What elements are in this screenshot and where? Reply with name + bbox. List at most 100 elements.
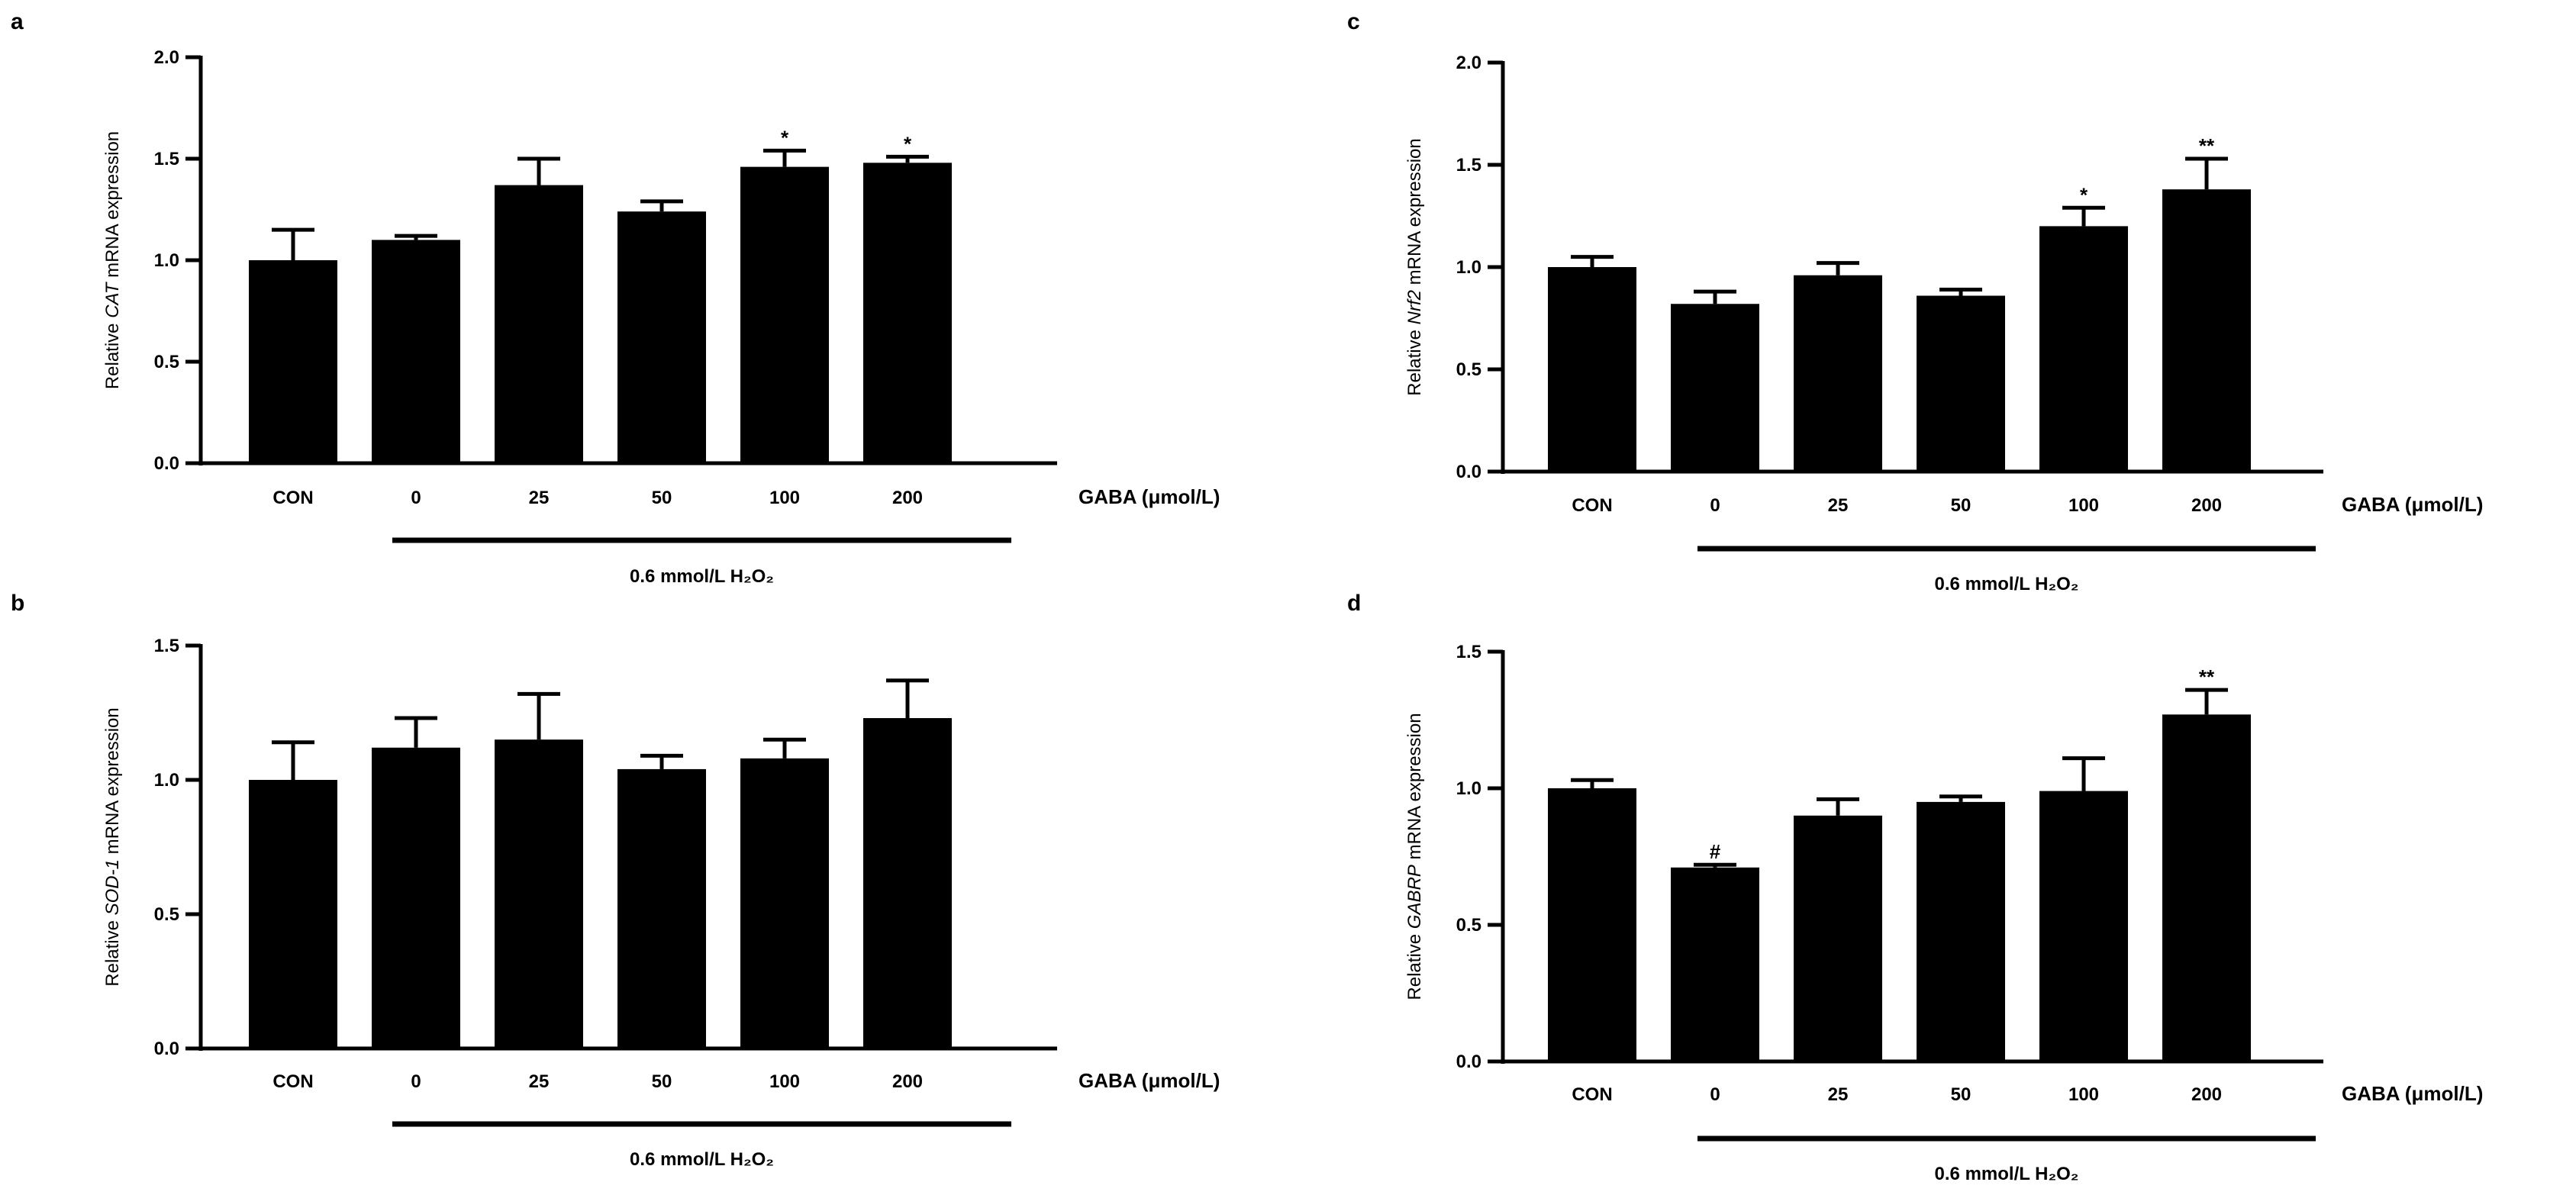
bar — [2162, 189, 2251, 472]
x-tick-label: CON — [272, 1071, 313, 1092]
significance-marker: * — [2080, 183, 2088, 206]
significance-marker: # — [1710, 840, 1721, 863]
x-tick-label: 50 — [1951, 1084, 1971, 1105]
y-axis-label: Relative GABRP mRNA expression — [1404, 713, 1425, 1000]
y-tick-label: 0.0 — [1456, 1052, 1481, 1072]
x-tick-label: 25 — [529, 488, 550, 508]
treatment-label: 0.6 mmol/L H₂O₂ — [630, 566, 774, 587]
y-axis-label-part: mRNA expression — [1404, 713, 1425, 865]
y-axis-label-part: mRNA expression — [102, 707, 123, 859]
y-tick-label: 0.5 — [1456, 359, 1481, 380]
x-tick-label: 100 — [769, 488, 800, 508]
y-tick-label: 1.5 — [154, 149, 179, 169]
bar — [2162, 714, 2251, 1061]
y-tick-label: 0.5 — [1456, 915, 1481, 936]
bar — [617, 211, 706, 463]
y-tick-label: 2.0 — [154, 47, 179, 68]
x-tick-label: CON — [1572, 1084, 1612, 1105]
treatment-label: 0.6 mmol/L H₂O₂ — [1935, 1164, 2079, 1184]
x-tick-label: 50 — [1951, 495, 1971, 516]
y-axis-label-part: Relative — [102, 318, 123, 389]
chart-panel-c: c 0.0 0.5 1.0 1.5 2.0 Relative Nrf2 mRNA expre… — [1347, 9, 2483, 594]
x-axis-label: GABA (μmol/L) — [1078, 1069, 1220, 1092]
x-tick-label: 25 — [1828, 495, 1849, 516]
y-axis-label-part: mRNA expression — [1404, 138, 1425, 290]
panel-letter: a — [11, 9, 24, 34]
y-tick-label: 1.0 — [1456, 778, 1481, 799]
bar — [740, 166, 829, 463]
x-tick-label: 200 — [892, 488, 923, 508]
chart-panel-b: b 0.0 0.5 1.0 1.5 Relative SOD-1 mRNA express… — [11, 591, 1220, 1170]
x-axis-label: GABA (μmol/L) — [2342, 493, 2483, 516]
x-tick-label: 100 — [2068, 495, 2099, 516]
x-tick-label: 0 — [411, 1071, 421, 1092]
significance-marker: * — [904, 132, 912, 155]
y-tick-label: 1.0 — [154, 250, 179, 271]
x-tick-label: 25 — [529, 1071, 550, 1092]
panel-letter: c — [1347, 9, 1360, 34]
chart-panel-a: a 0.0 0.5 1.0 1.5 2.0 Relative CAT mRNA expres… — [11, 9, 1220, 587]
bar — [249, 780, 337, 1048]
bar — [617, 768, 706, 1048]
y-tick-label: 1.5 — [154, 636, 179, 656]
bar — [372, 747, 460, 1048]
x-tick-label: 200 — [2191, 495, 2222, 516]
y-tick-label: 0.0 — [154, 1039, 179, 1059]
y-tick-label: 0.5 — [154, 904, 179, 925]
bar — [372, 240, 460, 463]
x-axis-label: GABA (μmol/L) — [1078, 485, 1220, 508]
chart-panel-d: d 0.0 0.5 1.0 1.5 Relative GABRP mRNA express… — [1347, 591, 2483, 1184]
x-tick-label: 50 — [652, 1071, 672, 1092]
significance-marker: * — [781, 126, 789, 149]
bar — [863, 718, 952, 1048]
y-axis-label-part: Relative — [1404, 324, 1425, 395]
bar — [740, 758, 829, 1048]
bar — [1671, 304, 1759, 472]
y-axis-label-gene: Nrf2 — [1404, 290, 1425, 324]
x-tick-label: 0 — [1710, 1084, 1720, 1105]
y-tick-label: 1.0 — [154, 770, 179, 791]
panel-letter: d — [1347, 591, 1361, 616]
y-axis-label: Relative SOD-1 mRNA expression — [102, 707, 123, 986]
y-tick-label: 1.5 — [1456, 155, 1481, 176]
x-tick-label: CON — [272, 488, 313, 508]
y-axis-label-gene: CAT — [102, 281, 123, 318]
y-axis-label-part: Relative — [1404, 929, 1425, 1000]
y-axis-label: Relative CAT mRNA expression — [102, 131, 123, 389]
x-tick-label: 0 — [411, 488, 421, 508]
y-tick-label: 1.5 — [1456, 642, 1481, 662]
bar — [1671, 867, 1759, 1061]
x-tick-label: CON — [1572, 495, 1612, 516]
x-axis-label: GABA (μmol/L) — [2342, 1082, 2483, 1105]
treatment-label: 0.6 mmol/L H₂O₂ — [630, 1149, 774, 1170]
y-tick-label: 0.0 — [1456, 462, 1481, 482]
significance-marker: ** — [2199, 134, 2215, 157]
y-tick-label: 0.5 — [154, 352, 179, 372]
x-tick-label: 100 — [2068, 1084, 2099, 1105]
bar — [1794, 815, 1882, 1061]
x-tick-label: 25 — [1828, 1084, 1849, 1105]
treatment-label: 0.6 mmol/L H₂O₂ — [1935, 574, 2079, 594]
bar — [495, 739, 583, 1048]
y-tick-label: 2.0 — [1456, 53, 1481, 73]
bar — [2039, 226, 2128, 472]
bar — [863, 163, 952, 463]
y-axis-label-gene: SOD-1 — [102, 859, 123, 915]
bar — [249, 260, 337, 463]
panel-letter: b — [11, 591, 24, 616]
y-axis-label-gene: GABRP — [1404, 865, 1425, 929]
bar — [1548, 267, 1636, 472]
bar — [1917, 801, 2005, 1061]
y-axis-label: Relative Nrf2 mRNA expression — [1404, 138, 1425, 395]
y-tick-label: 1.0 — [1456, 257, 1481, 278]
x-tick-label: 50 — [652, 488, 672, 508]
bar — [2039, 791, 2128, 1061]
y-axis-label-part: mRNA expression — [102, 131, 123, 283]
x-tick-label: 200 — [892, 1071, 923, 1092]
bar — [1548, 788, 1636, 1061]
y-axis-label-part: Relative — [102, 915, 123, 986]
x-tick-label: 0 — [1710, 495, 1720, 516]
x-tick-label: 100 — [769, 1071, 800, 1092]
bar — [1794, 275, 1882, 472]
